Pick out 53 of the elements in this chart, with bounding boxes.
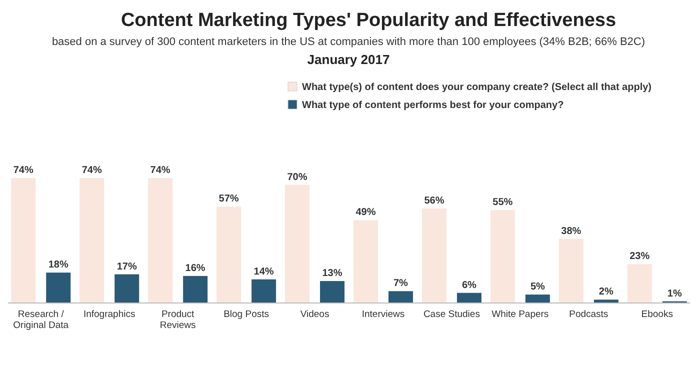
bar bbox=[353, 220, 378, 303]
data-label: 6% bbox=[462, 280, 477, 291]
data-label: 2% bbox=[598, 286, 614, 298]
x-tick-label: Case Studies bbox=[423, 309, 480, 320]
x-tick-label: Podcasts bbox=[569, 309, 608, 320]
chart-title: Content Marketing Types' Popularity and Effectiveness bbox=[120, 10, 616, 31]
data-label: 14% bbox=[254, 266, 274, 278]
bar bbox=[285, 184, 310, 303]
x-tick-label: Videos bbox=[300, 309, 330, 320]
data-label: 18% bbox=[48, 260, 68, 271]
data-label: 57% bbox=[218, 194, 239, 205]
legend-label: What type(s) of content does your company create? (Select all that apply) bbox=[302, 82, 652, 93]
data-label: 17% bbox=[116, 261, 137, 272]
bar bbox=[114, 274, 140, 303]
data-label: 49% bbox=[356, 207, 376, 218]
bar bbox=[627, 264, 652, 303]
x-tick-label: Product Reviews bbox=[160, 309, 196, 331]
x-tick-label: Infographics bbox=[83, 309, 136, 320]
x-tick-label: White Papers bbox=[492, 309, 549, 320]
data-label: 16% bbox=[185, 262, 206, 274]
bar bbox=[11, 178, 36, 303]
data-label: 56% bbox=[424, 195, 444, 206]
bar bbox=[388, 291, 413, 303]
bar bbox=[80, 178, 104, 303]
bar bbox=[148, 178, 173, 303]
legend-label: What type of content performs best for your company? bbox=[302, 100, 564, 111]
bar bbox=[558, 238, 584, 303]
data-label: 7% bbox=[394, 278, 408, 290]
x-tick-label: Research / Original Data bbox=[13, 309, 70, 331]
x-tick-label: Interviews bbox=[362, 309, 405, 320]
bar bbox=[183, 276, 208, 303]
bar bbox=[216, 206, 242, 303]
x-tick-label: Blog Posts bbox=[224, 309, 270, 320]
data-label: 38% bbox=[561, 226, 582, 237]
bar bbox=[252, 279, 276, 303]
data-label: 74% bbox=[82, 165, 102, 176]
bar bbox=[46, 272, 71, 303]
bar bbox=[525, 294, 550, 303]
bar bbox=[422, 208, 446, 303]
bar bbox=[490, 210, 515, 303]
data-label: 1% bbox=[667, 288, 682, 300]
data-label: 13% bbox=[322, 268, 342, 280]
data-label: 55% bbox=[492, 197, 513, 208]
bar bbox=[456, 292, 482, 303]
data-label: 23% bbox=[630, 251, 650, 262]
bar bbox=[320, 281, 345, 303]
data-label: 70% bbox=[287, 172, 308, 183]
x-tick-label: Ebooks bbox=[641, 309, 674, 320]
data-label: 74% bbox=[150, 165, 170, 176]
data-label: 74% bbox=[13, 165, 34, 176]
text: January 2017 bbox=[307, 52, 390, 67]
chart-subtitle: based on a survey of 300 content marketers in the US at companies with more than 100 employees (34% B2B; 66% B2C) bbox=[52, 36, 646, 48]
data-label: 5% bbox=[530, 282, 546, 293]
